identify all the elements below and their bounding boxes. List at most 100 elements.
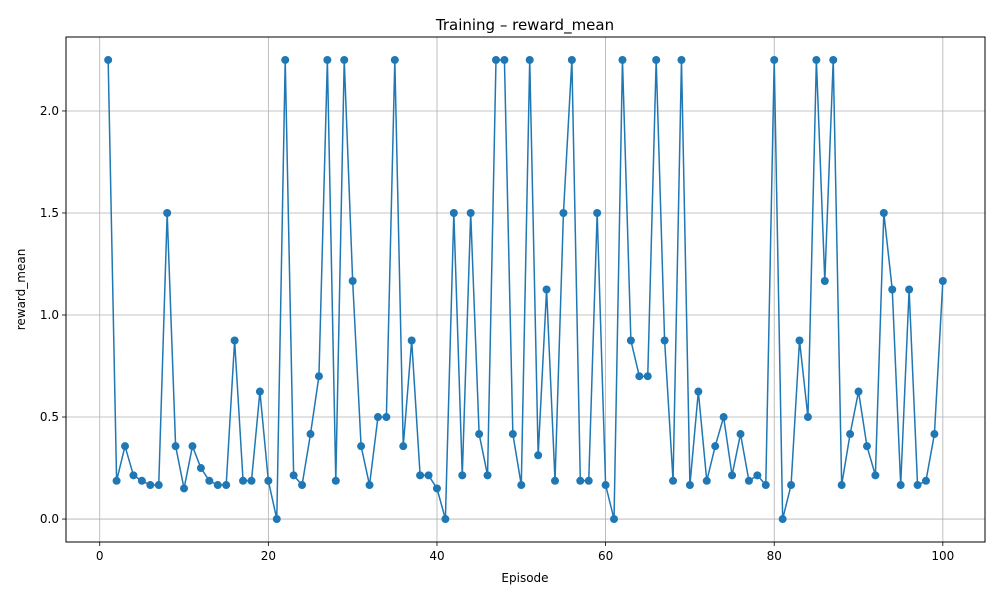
data-point [584,476,593,485]
data-point [787,481,796,490]
data-point [517,481,526,490]
x-tick-label: 80 [767,549,782,563]
data-point [930,430,939,439]
data-point [264,476,273,485]
y-tick-label: 0.0 [40,512,59,526]
y-axis-label: reward_mean [14,249,28,331]
data-point [837,481,846,490]
data-point [458,471,467,480]
data-point [475,430,484,439]
data-point [180,484,189,493]
data-point [559,208,568,217]
data-point [373,413,382,422]
data-point [601,481,610,490]
data-point [171,442,180,451]
data-point [205,476,214,485]
data-point [618,55,627,64]
data-point [685,481,694,490]
data-point [424,471,433,480]
data-point [669,476,678,485]
data-point [365,481,374,490]
data-point [862,442,871,451]
data-point [104,55,113,64]
data-point [711,442,720,451]
data-point [652,55,661,64]
data-point [407,336,416,345]
series-line [107,59,944,520]
data-point [213,481,222,490]
data-point [534,451,543,460]
data-point [483,471,492,480]
data-point [154,481,163,490]
data-point [803,413,812,422]
data-point [728,471,737,480]
data-point [576,476,585,485]
data-point [567,55,576,64]
data-point [643,372,652,381]
x-tick-label: 60 [598,549,613,563]
data-point [921,476,930,485]
data-point [357,442,366,451]
data-point [466,208,475,217]
y-axis: 0.0 0.5 1.0 1.5 2.0 [40,104,66,526]
data-point [736,430,745,439]
data-point [694,387,703,396]
data-point [348,276,357,285]
data-point [449,208,458,217]
data-point [500,55,509,64]
data-point [112,476,121,485]
data-point [146,481,155,490]
data-point [382,413,391,422]
data-point [129,471,138,480]
data-point [196,464,205,473]
x-tick-label: 40 [429,549,444,563]
data-point [677,55,686,64]
data-point [610,515,619,524]
data-point [323,55,332,64]
data-point [255,387,264,396]
x-tick-label: 0 [96,549,104,563]
data-point [829,55,838,64]
data-point [719,413,728,422]
data-point [247,476,256,485]
data-point [272,515,281,524]
series [104,55,947,524]
data-point [239,476,248,485]
data-point [340,55,349,64]
data-point [593,208,602,217]
data-point [432,484,441,493]
data-point [188,442,197,451]
chart-title: Training – reward_mean [435,16,614,35]
data-point [289,471,298,480]
data-point [879,208,888,217]
x-axis: 0 20 40 60 80 100 [96,542,954,563]
data-point [778,515,787,524]
data-point [390,55,399,64]
data-point [399,442,408,451]
data-point [306,430,315,439]
data-point [854,387,863,396]
x-tick-label: 20 [261,549,276,563]
data-point [744,476,753,485]
data-point [770,55,779,64]
data-point [896,481,905,490]
data-point [416,471,425,480]
data-point [331,476,340,485]
data-point [222,481,231,490]
data-point [626,336,635,345]
data-point [905,285,914,294]
data-point [441,515,450,524]
x-tick-label: 100 [931,549,954,563]
y-tick-label: 1.5 [40,206,59,220]
data-point [753,471,762,480]
data-point [508,430,517,439]
data-point [281,55,290,64]
data-point [795,336,804,345]
data-point [871,471,880,480]
data-point [230,336,239,345]
data-point [491,55,500,64]
data-point [812,55,821,64]
data-point [137,476,146,485]
data-point [121,442,130,451]
